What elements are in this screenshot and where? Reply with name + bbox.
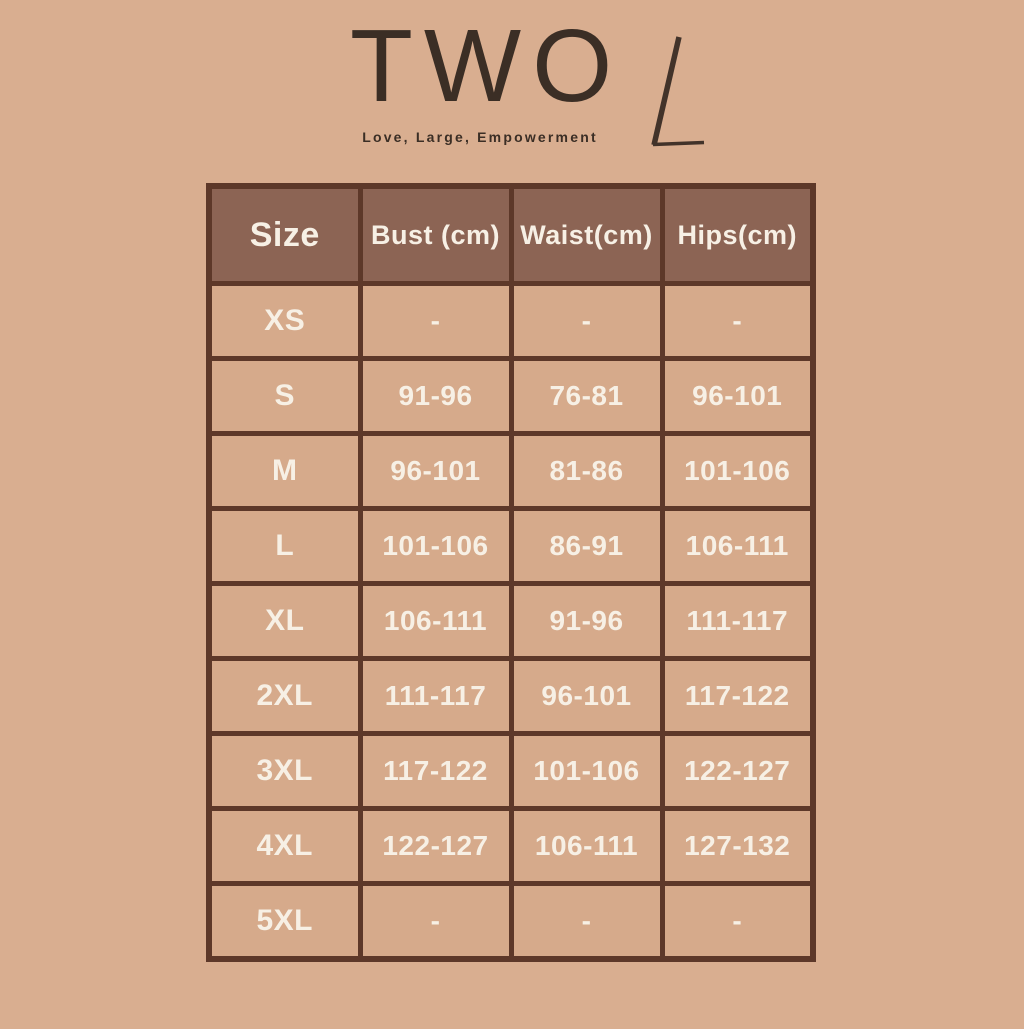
size-cell: 2XL — [206, 656, 363, 736]
table-row: 3XL 117-122 101-106 122-127 — [206, 731, 816, 811]
brand-mark-l-icon — [651, 36, 705, 147]
waist-cell: 96-101 — [508, 656, 665, 736]
bust-cell: 101-106 — [357, 506, 514, 586]
waist-cell: 106-111 — [508, 806, 665, 886]
bust-cell: - — [357, 881, 514, 962]
hips-cell: 101-106 — [659, 431, 816, 511]
column-header-waist: Waist(cm) — [508, 183, 665, 286]
size-chart-body: XS - - - S 91-96 76-81 96-101 M 96-101 8… — [206, 281, 816, 962]
size-chart-table: Size Bust (cm) Waist(cm) Hips(cm) XS - -… — [206, 183, 816, 962]
table-row: M 96-101 81-86 101-106 — [206, 431, 816, 511]
hips-cell: 122-127 — [659, 731, 816, 811]
bust-cell: 96-101 — [357, 431, 514, 511]
table-row: 2XL 111-117 96-101 117-122 — [206, 656, 816, 736]
column-header-size: Size — [206, 183, 363, 286]
table-row: XL 106-111 91-96 111-117 — [206, 581, 816, 661]
bust-cell: 91-96 — [357, 356, 514, 436]
size-cell: XL — [206, 581, 363, 661]
column-header-bust: Bust (cm) — [357, 183, 514, 286]
hips-cell: 106-111 — [659, 506, 816, 586]
column-header-hips: Hips(cm) — [659, 183, 816, 286]
waist-cell: 86-91 — [508, 506, 665, 586]
size-chart-header: Size Bust (cm) Waist(cm) Hips(cm) — [206, 183, 816, 286]
hips-cell: - — [659, 281, 816, 361]
table-row: S 91-96 76-81 96-101 — [206, 356, 816, 436]
bust-cell: 111-117 — [357, 656, 514, 736]
waist-cell: - — [508, 881, 665, 962]
waist-cell: 81-86 — [508, 431, 665, 511]
hips-cell: 127-132 — [659, 806, 816, 886]
table-row: XS - - - — [206, 281, 816, 361]
hips-cell: 96-101 — [659, 356, 816, 436]
table-row: 5XL - - - — [206, 881, 816, 962]
bust-cell: - — [357, 281, 514, 361]
bust-cell: 117-122 — [357, 731, 514, 811]
bust-cell: 122-127 — [357, 806, 514, 886]
waist-cell: 76-81 — [508, 356, 665, 436]
brand-tagline: Love, Large, Empowerment — [362, 129, 598, 145]
hips-cell: 117-122 — [659, 656, 816, 736]
size-chart: Size Bust (cm) Waist(cm) Hips(cm) XS - -… — [206, 183, 816, 962]
waist-cell: 101-106 — [508, 731, 665, 811]
waist-cell: - — [508, 281, 665, 361]
hips-cell: 111-117 — [659, 581, 816, 661]
size-cell: S — [206, 356, 363, 436]
size-cell: M — [206, 431, 363, 511]
size-cell: L — [206, 506, 363, 586]
table-row: 4XL 122-127 106-111 127-132 — [206, 806, 816, 886]
header-row: Size Bust (cm) Waist(cm) Hips(cm) — [206, 183, 816, 286]
size-cell: 4XL — [206, 806, 363, 886]
waist-cell: 91-96 — [508, 581, 665, 661]
brand-name: TWO — [350, 8, 624, 123]
size-cell: 3XL — [206, 731, 363, 811]
brand-logo: TWO Love, Large, Empowerment — [0, 0, 1024, 183]
size-cell: XS — [206, 281, 363, 361]
table-row: L 101-106 86-91 106-111 — [206, 506, 816, 586]
hips-cell: - — [659, 881, 816, 962]
size-cell: 5XL — [206, 881, 363, 962]
bust-cell: 106-111 — [357, 581, 514, 661]
